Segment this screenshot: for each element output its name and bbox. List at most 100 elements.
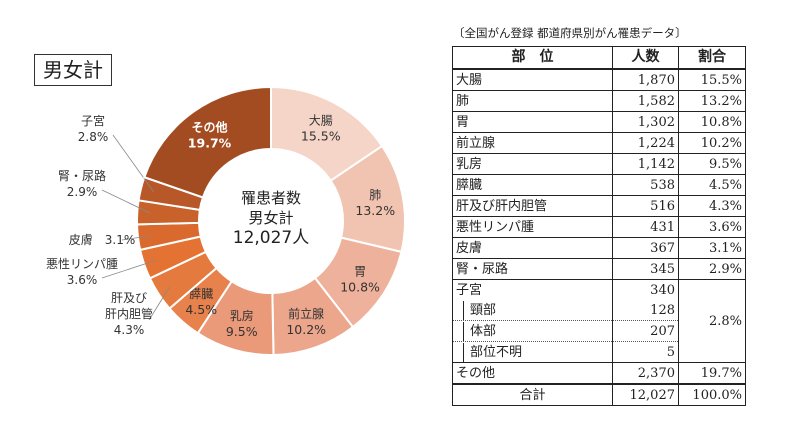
leader-line	[121, 235, 151, 241]
site-cell: 膵臓	[452, 174, 613, 196]
subsite-cell: 体部	[452, 320, 613, 342]
table-row-uterus: 子宮 340 2.8%	[452, 279, 746, 363]
ratio-cell: 13.2%	[678, 90, 746, 112]
leader-line	[112, 134, 154, 193]
slice-label: 胃	[354, 264, 366, 278]
table-row: 大腸 1,870 15.5%	[452, 68, 746, 91]
ratio-cell: 4.3%	[678, 195, 746, 217]
slice-label: 子宮	[81, 113, 105, 128]
count-cell: 516	[612, 195, 679, 217]
slice-label: 皮膚 3.1%	[69, 232, 136, 247]
slice-percent: 4.5%	[185, 302, 217, 317]
slice-label: 大腸	[309, 113, 333, 127]
page-title: 男女計	[34, 54, 112, 86]
site-cell: 悪性リンパ腫	[452, 216, 613, 238]
table-total-row: 合計 12,027 100.0%	[452, 383, 746, 406]
slice-label: 腎・尿路	[58, 168, 106, 183]
slice-percent: 4.3%	[114, 323, 145, 337]
table-row: 乳房 1,142 9.5%	[452, 153, 746, 175]
table-row: 前立腺 1,224 10.2%	[452, 132, 746, 154]
slice-percent: 10.2%	[286, 322, 326, 337]
total-label-cell: 合計	[452, 383, 613, 406]
slice-label: 肝内胆管	[105, 306, 153, 321]
slice-percent: 2.8%	[78, 130, 109, 144]
count-cell: 207	[612, 320, 679, 342]
site-cell: その他	[452, 362, 613, 385]
subsite-label: 体部	[470, 323, 497, 339]
ratio-cell: 10.8%	[678, 111, 746, 133]
table-caption: 〔全国がん登録 都道府県別がん罹患データ〕	[453, 26, 687, 40]
site-cell: 乳房	[452, 153, 613, 175]
slice-percent: 15.5%	[301, 128, 341, 143]
subsite-cell: 頸部	[452, 300, 613, 321]
slice-label: 膵臓	[189, 287, 213, 301]
table-row: 膵臓 538 4.5%	[452, 174, 746, 196]
site-cell: 肺	[452, 90, 613, 112]
total-ratio-cell: 100.0%	[678, 383, 746, 406]
site-cell: 胃	[452, 111, 613, 133]
slice-その他	[143, 85, 272, 199]
count-cell: 5	[612, 341, 679, 363]
slice-label: 悪性リンパ腫	[46, 257, 118, 271]
leader-line	[101, 189, 151, 214]
subsite-cell: 部位不明	[452, 341, 613, 363]
slice-label: 肺	[369, 188, 381, 202]
slice-percent: 2.9%	[67, 185, 98, 199]
site-cell: 皮膚	[452, 237, 613, 259]
center-label: 12,027人	[233, 228, 309, 248]
count-cell: 1,582	[612, 90, 679, 112]
ratio-cell: 4.5%	[678, 174, 746, 196]
count-cell: 345	[612, 258, 679, 280]
count-cell: 128	[612, 300, 679, 321]
count-cell: 1,870	[612, 68, 679, 91]
count-cell: 340	[612, 279, 679, 300]
count-cell: 2,370	[612, 362, 679, 385]
ratio-cell: 15.5%	[678, 68, 746, 91]
ratio-cell: 10.2%	[678, 132, 746, 154]
table-subrow: 体部 207	[452, 320, 746, 342]
ratio-cell: 3.6%	[678, 216, 746, 238]
table-subrow: 頸部 128	[452, 300, 746, 321]
ratio-cell: 19.7%	[678, 362, 746, 385]
total-count-cell: 12,027	[612, 383, 679, 406]
table-row: 肝及び肝内胆管 516 4.3%	[452, 195, 746, 217]
ratio-cell: 2.9%	[678, 258, 746, 280]
site-cell: 前立腺	[452, 132, 613, 154]
count-cell: 538	[612, 174, 679, 196]
table-row: 腎・尿路 345 2.9%	[452, 258, 746, 280]
slice-percent: 19.7%	[188, 136, 232, 151]
site-cell: 腎・尿路	[452, 258, 613, 280]
table-header-row: 部 位 人数 割合	[452, 46, 746, 70]
table-row: 皮膚 367 3.1%	[452, 237, 746, 259]
slice-label: 乳房	[230, 308, 254, 323]
ratio-cell: 2.8%	[678, 279, 746, 363]
incidence-table: 部 位 人数 割合 大腸 1,870 15.5% 肺 1,582 13.2% 胃 1,30…	[452, 46, 746, 406]
slice-percent: 10.8%	[340, 279, 380, 294]
slice-label: 肝及び	[111, 291, 147, 305]
center-label: 罹患者数	[241, 189, 301, 207]
ratio-cell: 9.5%	[678, 153, 746, 175]
slice-label: 前立腺	[288, 306, 324, 321]
count-cell: 1,142	[612, 153, 679, 175]
table-row: 悪性リンパ腫 431 3.6%	[452, 216, 746, 238]
table-row: 胃 1,302 10.8%	[452, 111, 746, 133]
slice-percent: 9.5%	[226, 324, 258, 339]
count-cell: 1,302	[612, 111, 679, 133]
leader-line	[148, 286, 170, 321]
slice-percent: 3.6%	[67, 273, 98, 287]
subsite-label: 部位不明	[470, 344, 523, 360]
count-cell: 367	[612, 237, 679, 259]
header-count: 人数	[612, 46, 679, 70]
slice-label: その他	[191, 120, 227, 135]
site-cell: 肝及び肝内胆管	[452, 195, 613, 217]
site-cell: 大腸	[452, 68, 613, 91]
header-site: 部 位	[452, 46, 613, 70]
center-label: 男女計	[248, 209, 293, 227]
ratio-cell: 3.1%	[678, 237, 746, 259]
header-ratio: 割合	[678, 46, 746, 70]
site-cell: 子宮	[452, 279, 613, 300]
leader-line	[101, 259, 157, 279]
subsite-label: 頸部	[470, 302, 497, 318]
count-cell: 1,224	[612, 132, 679, 154]
